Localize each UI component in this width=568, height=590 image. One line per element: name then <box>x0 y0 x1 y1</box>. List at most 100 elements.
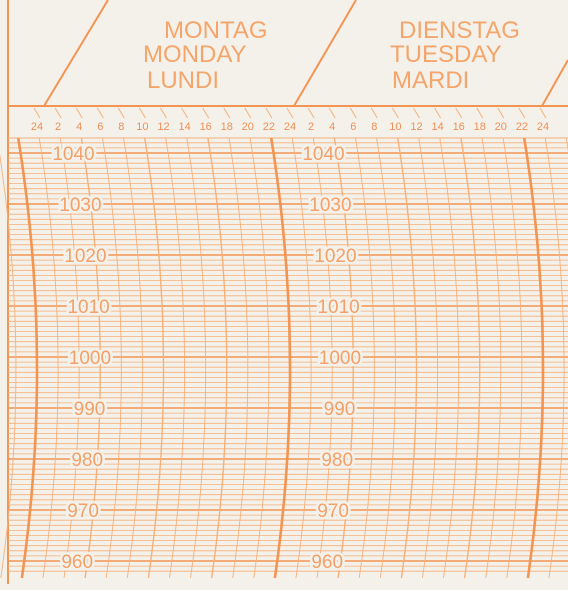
day-label-french: MARDI <box>392 67 469 94</box>
time-curve-line <box>144 137 165 579</box>
hour-tick-label: 22 <box>516 121 528 133</box>
pressure-value-label: 1010 <box>317 297 359 318</box>
time-curve-line <box>123 137 143 579</box>
hour-tick-label: 6 <box>97 121 103 133</box>
time-curve-line <box>333 137 354 579</box>
time-curve-line <box>376 137 396 579</box>
time-curve-line <box>102 137 122 579</box>
pressure-value-label: 990 <box>74 399 106 420</box>
pressure-value-label: 990 <box>324 399 356 420</box>
hour-tick-label: 10 <box>136 121 148 133</box>
hour-tick-mark <box>265 107 273 119</box>
pressure-value-label: 1040 <box>52 144 94 165</box>
time-curve-line <box>80 137 101 579</box>
hour-tick-mark <box>476 107 484 119</box>
pressure-value-label: 1020 <box>64 246 106 267</box>
hour-tick-mark <box>54 107 62 119</box>
pressure-value-label: 1030 <box>59 195 101 216</box>
hour-tick-mark <box>286 107 294 119</box>
time-curve-line <box>502 137 523 579</box>
hour-tick-label: 6 <box>350 121 356 133</box>
hour-tick-label: 2 <box>55 121 61 133</box>
time-curve-line <box>228 137 249 579</box>
hour-tick-label: 12 <box>157 121 169 133</box>
time-curve-line <box>439 137 460 579</box>
hour-tick-label: 8 <box>371 121 377 133</box>
day-label-german: MONTAG <box>164 17 268 44</box>
time-curve-line <box>165 137 186 579</box>
hour-tick-mark <box>349 107 357 119</box>
hour-tick-labels: 24 2 4 6 8 10 12 14 16 18 20 22 24 2 4 6 8 10 12 14 16 18 20 22… <box>31 121 549 133</box>
pressure-value-label: 980 <box>321 450 353 471</box>
hour-tick-label: 4 <box>329 121 335 133</box>
pressure-value-label: 1010 <box>67 297 109 318</box>
pressure-value-label: 1030 <box>309 195 351 216</box>
hour-tick-label: 4 <box>76 121 82 133</box>
hour-tick-mark <box>223 107 231 119</box>
hour-tick-label: 24 <box>537 121 549 133</box>
hour-tick-mark <box>160 107 167 119</box>
hour-tick-mark <box>455 107 463 119</box>
pressure-value-label: 970 <box>317 501 349 522</box>
hour-tick-label: 20 <box>495 121 507 133</box>
hour-tick-label: 16 <box>453 121 465 133</box>
hour-tick-mark <box>413 107 420 119</box>
pressure-value-label: 1040 <box>302 144 344 165</box>
hour-tick-mark <box>117 107 125 119</box>
day-divider-slant <box>293 0 357 107</box>
time-curve-line <box>397 137 418 579</box>
day-label-english: MONDAY <box>143 41 247 68</box>
hour-tick-mark <box>518 107 526 119</box>
hour-tick-mark <box>370 107 378 119</box>
hour-tick-mark <box>181 107 189 119</box>
hour-tick-mark <box>244 107 252 119</box>
hour-tick-mark <box>391 107 399 119</box>
time-curve-line <box>207 137 228 579</box>
hour-tick-label: 24 <box>284 121 296 133</box>
time-curve-line <box>460 137 481 579</box>
hour-tick-mark <box>539 107 547 119</box>
time-curve-line <box>355 137 375 579</box>
pressure-value-label: 980 <box>71 450 103 471</box>
hour-tick-mark <box>434 107 442 119</box>
hour-tick-mark <box>75 107 83 119</box>
time-curve-line <box>249 137 270 579</box>
hour-tick-label: 16 <box>200 121 212 133</box>
hour-tick-label: 8 <box>118 121 124 133</box>
time-curve-line <box>38 137 59 579</box>
hour-tick-label: 10 <box>389 121 401 133</box>
hour-tick-label: 12 <box>410 121 422 133</box>
day-header-monday: MONTAG MONDAY LUNDI <box>143 17 268 94</box>
time-curve-line <box>59 137 80 579</box>
time-curve-line <box>269 137 292 579</box>
pressure-value-label: 960 <box>61 552 93 573</box>
pressure-scale-labels: 1040 1040 1030 1030 1020 1020 1010 1010 1000 1000… <box>50 142 364 576</box>
time-curve-line <box>291 137 312 579</box>
hour-tick-label: 18 <box>474 121 486 133</box>
time-curve-line <box>312 137 333 579</box>
time-curve-line <box>481 137 502 579</box>
hour-tick-mark <box>33 107 41 119</box>
hour-tick-label: 22 <box>263 121 275 133</box>
pressure-value-label: 1020 <box>314 246 356 267</box>
pressure-value-label: 960 <box>311 552 343 573</box>
day-label-english: TUESDAY <box>390 41 502 68</box>
time-curve-line <box>186 137 207 579</box>
time-curve-line <box>544 137 565 579</box>
day-header-tuesday: DIENSTAG TUESDAY MARDI <box>390 17 520 94</box>
day-divider-slant <box>43 0 109 107</box>
hour-tick-label: 24 <box>31 121 43 133</box>
time-curve-line <box>0 153 17 579</box>
day-label-german: DIENSTAG <box>399 17 520 44</box>
hour-tick-mark <box>202 107 210 119</box>
hour-tick-mark <box>96 107 104 119</box>
day-label-french: LUNDI <box>147 67 219 94</box>
hour-tick-label: 14 <box>431 121 443 133</box>
hour-tick-label: 18 <box>221 121 233 133</box>
time-curve-line <box>16 137 39 579</box>
hour-tick-mark <box>307 107 315 119</box>
time-curve-line <box>418 137 439 579</box>
